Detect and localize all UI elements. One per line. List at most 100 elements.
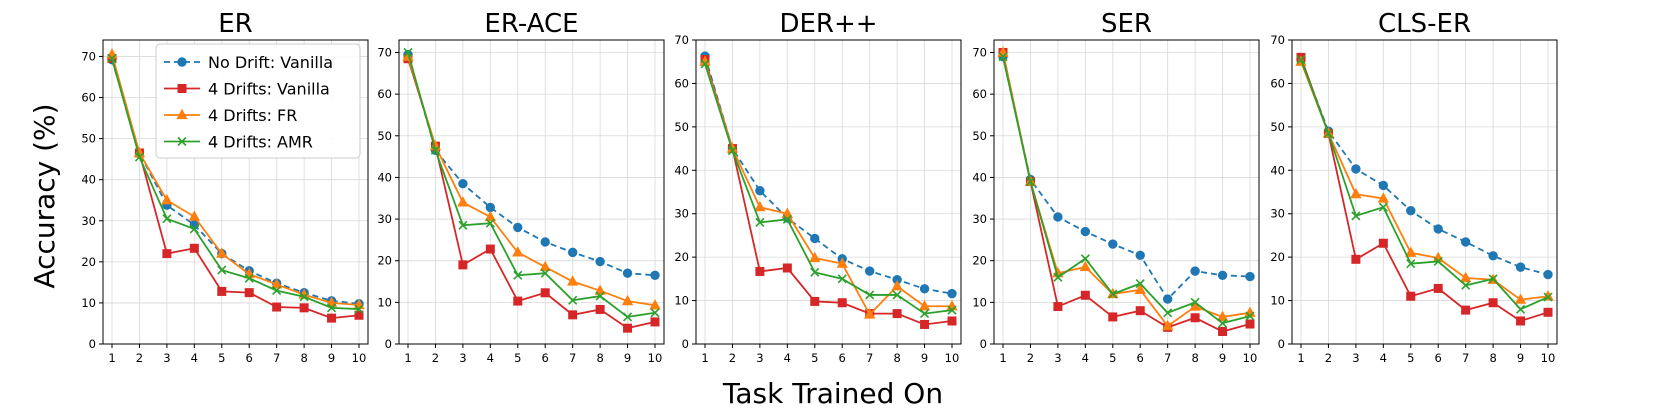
data-point-4-drifts-vanilla [920, 319, 930, 329]
y-tick-label: 20 [377, 254, 392, 268]
data-point-no-drift-vanilla [1406, 205, 1416, 216]
x-tick-label: 3 [1352, 351, 1359, 365]
x-tick-label: 5 [811, 351, 818, 365]
x-tick-label: 3 [1054, 351, 1061, 365]
y-tick-label: 40 [377, 170, 392, 184]
data-point-4-drifts-amr [403, 47, 413, 58]
data-point-4-drifts-amr-stroke-b [134, 152, 145, 162]
data-point-4-drifts-amr [217, 265, 227, 275]
data-point-4-drifts-amr [1053, 272, 1063, 282]
data-point-4-drifts-amr-stroke-b [1108, 289, 1118, 299]
data-point-4-drifts-amr [837, 274, 847, 284]
data-point-4-drifts-vanilla [755, 266, 765, 276]
x-tick-label: 5 [218, 351, 225, 365]
series-line-4-drifts-vanilla [1300, 57, 1549, 322]
series-4-drifts-amr [700, 59, 957, 319]
y-tick-label: 10 [1270, 294, 1285, 308]
data-point-4-drifts-amr-stroke-b [919, 309, 930, 319]
data-point-no-drift-vanilla [1190, 266, 1200, 276]
data-point-4-drifts-vanilla [189, 243, 199, 253]
data-point-4-drifts-fr [567, 275, 579, 286]
legend-entry-4-drifts-vanilla: 4 Drifts: Vanilla [164, 80, 330, 99]
y-tick-label: 20 [1270, 250, 1285, 264]
x-tick-label: 1 [404, 351, 411, 365]
series-4-drifts-fr [106, 48, 365, 310]
x-tick-label: 7 [866, 351, 873, 365]
data-point-4-drifts-vanilla [1488, 298, 1498, 308]
data-point-4-drifts-amr-stroke-b [998, 52, 1008, 62]
data-point-no-drift-vanilla [1162, 294, 1173, 304]
data-point-4-drifts-amr-stroke-b [217, 265, 227, 275]
data-point-4-drifts-amr-stroke-b [1135, 279, 1145, 289]
series-4-drifts-vanilla [403, 54, 660, 333]
y-tick-label: 70 [1270, 33, 1285, 47]
data-point-4-drifts-amr [1515, 304, 1526, 314]
data-point-4-drifts-vanilla [354, 310, 364, 320]
data-point-no-drift-vanilla [1378, 180, 1389, 191]
data-point-4-drifts-amr [430, 145, 441, 155]
y-tick-label: 30 [1270, 207, 1285, 221]
data-point-4-drifts-fr [1162, 319, 1174, 331]
panel-title-cls-er: CLS-ER [1378, 9, 1471, 39]
data-point-4-drifts-vanilla [1378, 238, 1388, 248]
data-point-4-drifts-vanilla [623, 323, 633, 333]
data-point-4-drifts-vanilla [568, 310, 578, 320]
series-line-4-drifts-fr [111, 54, 360, 306]
y-tick-label: 20 [674, 250, 689, 264]
data-point-4-drifts-amr [134, 152, 145, 162]
series-line-4-drifts-fr [407, 56, 656, 307]
y-tick-label: 60 [674, 76, 689, 90]
data-point-4-drifts-amr [1135, 279, 1145, 289]
data-point-4-drifts-amr [326, 303, 337, 313]
data-point-4-drifts-vanilla [217, 286, 227, 296]
data-point-4-drifts-amr [458, 220, 468, 230]
legend-marker-4-drifts-amr-stroke-b [177, 136, 187, 147]
series-line-4-drifts-fr [1300, 61, 1549, 301]
panel-title-der: DER++ [779, 9, 877, 39]
data-point-4-drifts-fr [512, 246, 524, 257]
data-point-4-drifts-amr [1080, 254, 1090, 264]
axes-frame [695, 39, 962, 345]
legend-label-4-drifts-vanilla: 4 Drifts: Vanilla [208, 80, 330, 99]
data-point-no-drift-vanilla [513, 222, 523, 233]
data-point-4-drifts-vanilla [1516, 316, 1526, 326]
x-tick-label: 1 [999, 351, 1006, 365]
x-tick-label: 2 [1027, 351, 1034, 365]
data-point-4-drifts-amr-stroke-b [650, 308, 660, 318]
data-point-4-drifts-vanilla [458, 260, 468, 270]
series-line-no-drift-vanilla [704, 55, 953, 295]
y-tick-label: 60 [81, 91, 96, 105]
series-4-drifts-amr [107, 53, 364, 314]
legend-label-no-drift-vanilla: No Drift: Vanilla [208, 53, 333, 72]
y-tick-label: 0 [980, 337, 987, 351]
y-tick-label: 70 [674, 33, 689, 47]
data-point-no-drift-vanilla [810, 233, 820, 244]
series-line-no-drift-vanilla [407, 54, 656, 277]
y-tick-label: 40 [81, 173, 96, 187]
data-point-4-drifts-amr-stroke-b [1515, 304, 1526, 314]
data-point-4-drifts-amr [1190, 297, 1200, 307]
data-point-4-drifts-vanilla [782, 263, 792, 273]
data-point-4-drifts-fr [1377, 192, 1389, 203]
series-line-no-drift-vanilla [1300, 59, 1549, 276]
series-no-drift-vanilla [998, 51, 1255, 304]
y-tick-label: 50 [1270, 120, 1285, 134]
data-point-4-drifts-fr [781, 207, 793, 218]
data-point-4-drifts-fr [216, 247, 228, 258]
series-line-4-drifts-amr [1300, 59, 1549, 311]
data-point-4-drifts-amr-stroke-b [162, 214, 172, 224]
data-point-4-drifts-fr [621, 294, 634, 306]
y-tick-label: 0 [1278, 337, 1285, 351]
x-tick-label: 6 [542, 351, 549, 365]
data-point-4-drifts-amr-stroke-b [299, 292, 309, 302]
y-tick-label: 70 [377, 45, 392, 59]
data-point-4-drifts-amr [1163, 308, 1173, 318]
data-point-4-drifts-fr [594, 284, 606, 295]
data-point-no-drift-vanilla [947, 288, 957, 299]
data-point-4-drifts-amr-stroke-b [1080, 254, 1090, 264]
x-tick-label: 7 [1462, 351, 1469, 365]
legend-entry-no-drift-vanilla: No Drift: Vanilla [164, 53, 333, 72]
data-point-4-drifts-amr [513, 270, 523, 280]
x-tick-label: 8 [1489, 351, 1496, 365]
x-tick-label: 10 [352, 351, 367, 365]
